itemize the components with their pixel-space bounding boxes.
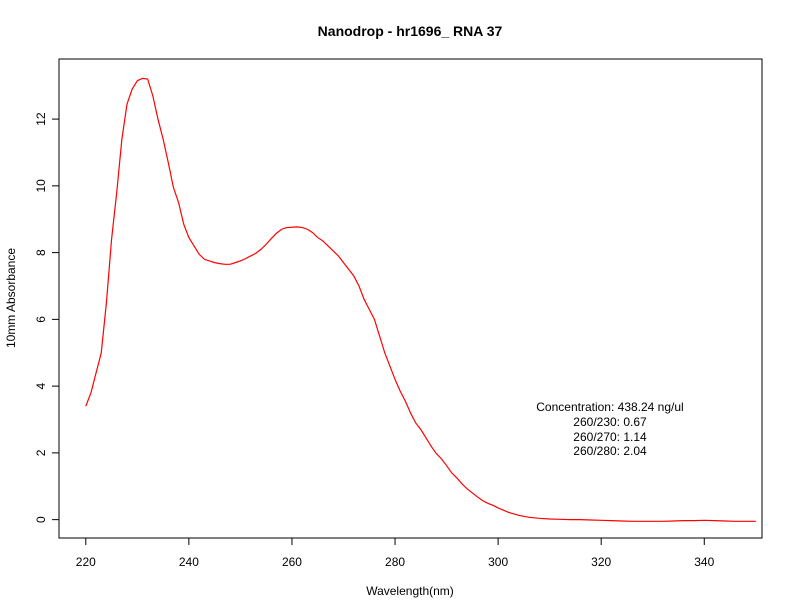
x-tick-label: 340 (694, 555, 714, 569)
y-tick-label: 12 (34, 112, 48, 126)
y-tick-label: 8 (34, 249, 48, 256)
ratio-260-270-annotation: 260/270: 1.14 (573, 430, 647, 444)
ratio-260-280-annotation: 260/280: 2.04 (573, 444, 647, 458)
x-tick-label: 300 (488, 555, 508, 569)
ratio-260-230-annotation: 260/230: 0.67 (573, 415, 647, 429)
y-tick-label: 2 (34, 449, 48, 456)
y-axis: 0 2 4 6 8 10 12 (34, 112, 60, 523)
x-tick-label: 280 (385, 555, 405, 569)
concentration-annotation: Concentration: 438.24 ng/ul (536, 400, 683, 414)
plot-frame (58, 58, 763, 539)
x-tick-label: 320 (591, 555, 611, 569)
y-axis-label: 10mm Absorbance (4, 248, 18, 348)
x-axis-label: Wavelength(nm) (366, 584, 454, 598)
y-tick-label: 6 (34, 316, 48, 323)
x-tick-label: 220 (76, 555, 96, 569)
y-tick-label: 10 (34, 179, 48, 193)
chart-title: Nanodrop - hr1696_ RNA 37 (318, 23, 503, 39)
x-axis: 220 240 260 280 300 320 340 (76, 537, 715, 569)
annotation-block: Concentration: 438.24 ng/ul 260/230: 0.6… (536, 400, 683, 458)
y-tick-label: 0 (34, 516, 48, 523)
x-tick-label: 240 (179, 555, 199, 569)
x-tick-label: 260 (282, 555, 302, 569)
y-tick-label: 4 (34, 382, 48, 389)
absorbance-series-line (85, 77, 756, 522)
